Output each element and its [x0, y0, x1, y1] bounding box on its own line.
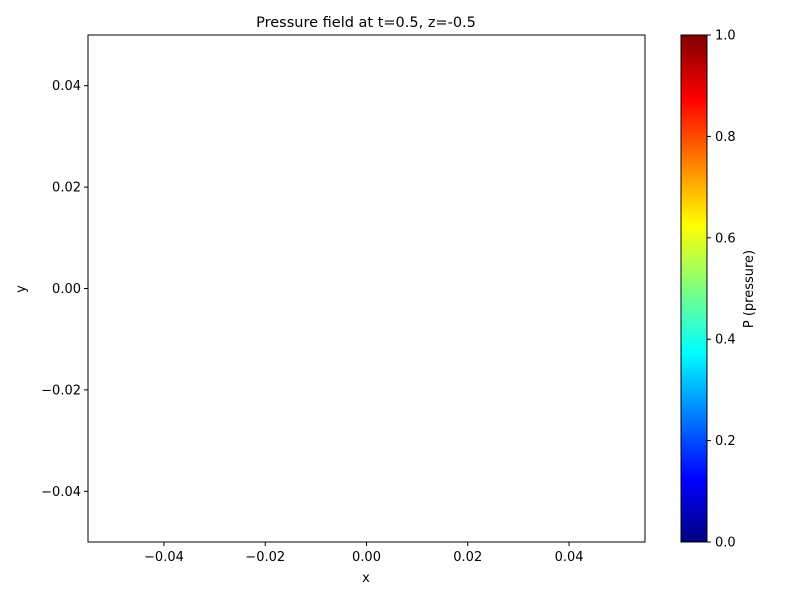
x-tick-label: 0.02: [453, 550, 482, 565]
x-tick-label: 0.00: [352, 550, 381, 565]
colorbar-tick-label: 1.0: [715, 29, 736, 44]
colorbar-label: P (pressure): [742, 250, 757, 328]
colorbar-tick-label: 0.6: [715, 231, 736, 246]
plot-area: −0.04 −0.02 0.00 0.02 0.04 −0.04 −0.02 0.00 0.0…: [41, 34, 646, 565]
plot-frame: [87, 34, 646, 543]
colorbar-tick-label: 0.8: [715, 130, 736, 145]
colorbar-frame: [680, 34, 708, 543]
colorbar-gradient: [681, 35, 707, 542]
x-tick-label: −0.04: [144, 550, 184, 565]
plot-background: [88, 35, 645, 542]
y-tick-label: 0.00: [52, 282, 81, 297]
colorbar-tick-label: 0.2: [715, 434, 736, 449]
x-tick-label: 0.04: [555, 550, 584, 565]
y-tick-label: 0.04: [52, 79, 81, 94]
x-axis-ticks: −0.04 −0.02 0.00 0.02 0.04: [144, 542, 584, 565]
y-axis-ticks: −0.04 −0.02 0.00 0.02 0.04: [41, 79, 88, 500]
y-tick-label: −0.04: [41, 485, 81, 500]
y-axis-label: y: [14, 285, 29, 293]
colorbar-tick-label: 0.0: [715, 536, 736, 551]
x-tick-label: −0.02: [245, 550, 285, 565]
y-tick-label: 0.02: [52, 181, 81, 196]
colorbar-ticks: 0.0 0.2 0.4 0.6 0.8 1.0: [707, 29, 736, 551]
y-tick-label: −0.02: [41, 383, 81, 398]
colorbar-tick-label: 0.4: [715, 333, 736, 348]
colorbar: 0.0 0.2 0.4 0.6 0.8 1.0 P (pressure): [680, 29, 757, 551]
x-axis-label: x: [362, 571, 370, 586]
chart-title: Pressure field at t=0.5, z=-0.5: [256, 15, 476, 31]
